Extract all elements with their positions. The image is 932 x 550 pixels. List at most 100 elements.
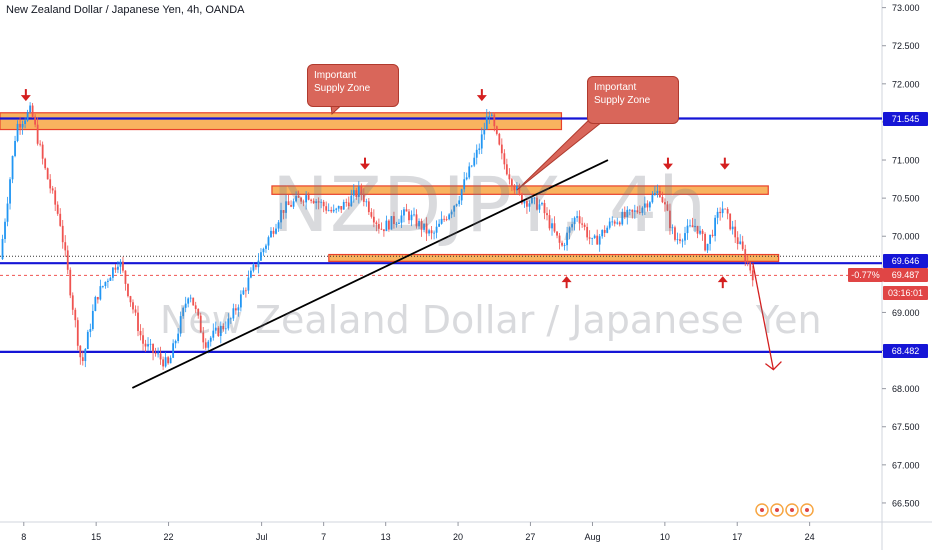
candle-body (518, 186, 521, 194)
event-badge-3 (800, 503, 814, 517)
candle-body (478, 148, 481, 150)
candle-body (79, 345, 82, 358)
candle-body (588, 237, 591, 239)
candle-body (169, 357, 172, 364)
candle-body (480, 134, 483, 149)
event-badge-0 (755, 503, 769, 517)
candle-body (749, 262, 752, 271)
candle-body (182, 307, 185, 317)
candle-body (127, 283, 129, 297)
candle-body (736, 237, 739, 244)
candle-body (505, 164, 508, 175)
candle-body (167, 357, 170, 364)
supply-zone-callout-2[interactable]: Important Supply Zone (587, 76, 679, 124)
candle-body (648, 202, 651, 208)
candle-body (420, 220, 423, 230)
candle-body (342, 201, 345, 210)
candle-body (300, 197, 303, 202)
candle-body (653, 193, 656, 196)
price-tag-timer: 03:16:01 (883, 286, 928, 300)
candle-body (74, 309, 77, 321)
candle-body (536, 197, 538, 210)
candles-group (1, 102, 754, 370)
supply-zone-2 (328, 253, 780, 262)
candle-body (578, 216, 581, 224)
candle-body (593, 235, 596, 238)
candle-body (686, 225, 689, 234)
candle-body (94, 297, 97, 311)
x-tick-label-3: Jul (256, 532, 268, 542)
candle-body (679, 239, 681, 241)
candle-body (260, 252, 262, 261)
candle-body (202, 332, 205, 343)
candle-body (144, 343, 147, 347)
candle-body (498, 133, 501, 145)
candle-body (661, 196, 664, 203)
candle-body (86, 331, 89, 349)
candle-body (370, 212, 373, 217)
y-tick-label-7: 70.000 (892, 232, 920, 242)
candle-body (674, 227, 676, 240)
candle-body (222, 325, 225, 330)
candle-body (129, 296, 132, 303)
x-tick-label-2: 22 (164, 532, 174, 542)
callout-2-text: Important Supply Zone (594, 82, 651, 106)
candle-body (365, 201, 368, 203)
y-tick-label-2: 67.500 (892, 422, 920, 432)
candle-body (317, 201, 320, 203)
candle-body (465, 177, 468, 180)
candle-body (209, 337, 212, 342)
candle-body (485, 116, 488, 130)
candle-body (556, 231, 558, 236)
candle-body (112, 267, 114, 278)
candle-body (601, 229, 604, 237)
down-arrow-3 (662, 157, 673, 170)
candle-body (616, 222, 619, 224)
supply-zone-callout-1[interactable]: Important Supply Zone (307, 64, 399, 107)
candle-body (172, 343, 175, 358)
candle-body (147, 344, 149, 347)
projection-arrow-head (765, 361, 782, 371)
candle-body (669, 210, 671, 229)
candle-body (117, 266, 119, 270)
candle-body (714, 217, 717, 236)
candle-body (631, 209, 634, 212)
candle-body (488, 116, 491, 117)
candle-body (295, 195, 297, 202)
candle-body (347, 202, 350, 207)
candle-body (443, 218, 446, 220)
candle-body (367, 201, 370, 213)
candle-body (458, 200, 461, 205)
candle-body (177, 333, 180, 341)
candle-body (36, 124, 39, 144)
x-tick-label-6: 20 (453, 532, 463, 542)
candle-body (61, 225, 64, 243)
candle-body (21, 124, 24, 128)
candle-body (357, 186, 360, 197)
candle-body (219, 325, 222, 336)
candle-body (377, 224, 380, 229)
candle-body (671, 227, 674, 229)
candle-body (699, 230, 701, 234)
candle-body (19, 123, 21, 128)
down-arrow-head (20, 95, 31, 102)
candle-body (64, 242, 67, 251)
candle-body (24, 120, 26, 125)
candle-body (229, 318, 232, 320)
down-arrow-0 (20, 89, 31, 102)
candle-body (106, 280, 109, 282)
candle-body (122, 261, 124, 271)
candle-body (179, 316, 182, 334)
candle-body (275, 228, 277, 234)
x-tick-label-8: Aug (584, 532, 600, 542)
candle-body (207, 341, 210, 348)
candle-body (192, 297, 195, 306)
candle-body (325, 206, 328, 211)
candle-body (744, 249, 747, 263)
candle-body (453, 205, 456, 212)
candle-body (576, 216, 579, 218)
down-arrow-head (360, 163, 371, 170)
candle-body (380, 228, 383, 230)
candle-body (137, 312, 139, 332)
